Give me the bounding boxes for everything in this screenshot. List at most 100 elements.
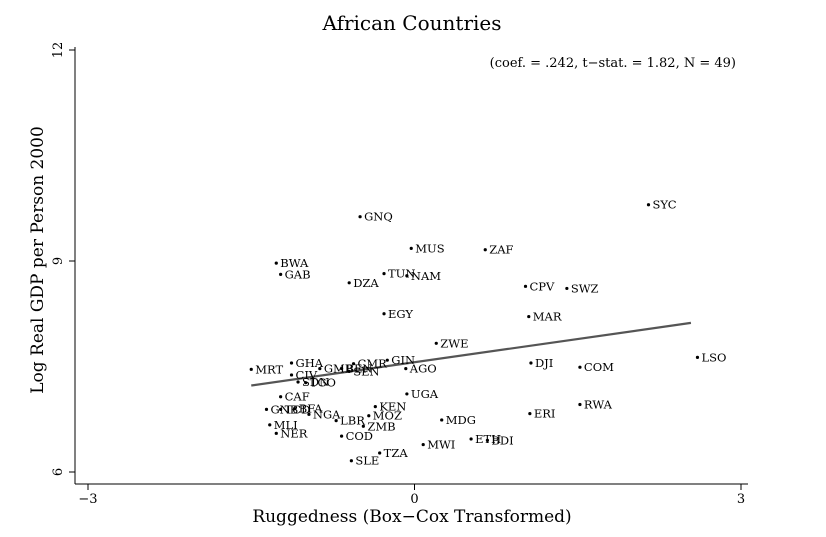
data-point-label: MLI [274, 418, 298, 432]
data-point-label: TCD [285, 402, 311, 416]
x-tick-label: 0 [410, 492, 418, 507]
data-point-label: CAF [285, 390, 310, 404]
data-point-label: GHA [296, 356, 324, 370]
data-point-label: MRT [255, 362, 283, 376]
data-point [469, 437, 473, 441]
data-point [382, 272, 386, 276]
data-point [296, 380, 300, 384]
data-point-label: SLE [355, 454, 379, 468]
data-point [307, 412, 311, 416]
data-point-label: SYC [652, 198, 676, 212]
data-point-label: TZA [384, 446, 409, 460]
x-tick-label: 3 [737, 492, 745, 507]
data-point-label: SEN [353, 364, 379, 378]
x-ticks: −3 0 3 [78, 484, 745, 507]
data-point [373, 404, 377, 409]
data-point [249, 367, 253, 371]
data-point-label: ZMB [367, 419, 395, 433]
data-point-label: BFA [299, 402, 323, 416]
data-point-label: UGA [411, 387, 439, 401]
data-point [485, 438, 490, 442]
y-ticks: 6 9 12 [51, 42, 75, 476]
data-point-label: MWI [427, 438, 455, 452]
data-point [434, 341, 438, 345]
data-point [274, 261, 278, 265]
data-point-label: DJI [535, 356, 553, 370]
data-point [565, 286, 569, 291]
data-point-label: CMR [358, 357, 388, 371]
data-point [405, 274, 409, 278]
data-point [293, 407, 297, 411]
data-point [382, 312, 386, 316]
data-point-label: EGY [388, 307, 413, 321]
data-point [347, 369, 351, 374]
data-point-label: MUS [415, 241, 444, 255]
chart-title: African Countries [321, 11, 501, 35]
data-point [318, 367, 322, 371]
data-point-label: NER [280, 426, 307, 440]
data-point-label: ERI [534, 407, 556, 421]
data-point-label: NGA [313, 407, 341, 421]
data-point-label: COD [346, 429, 373, 443]
data-point [279, 407, 283, 412]
data-point [358, 215, 362, 219]
data-point [361, 424, 365, 428]
x-tick-label: −3 [78, 492, 97, 507]
data-point-label: MOZ [373, 409, 402, 423]
data-point-label: LSO [701, 350, 726, 364]
data-point [334, 419, 338, 423]
data-point-label: MDG [446, 413, 476, 427]
y-tick-label: 12 [51, 42, 66, 59]
data-point [527, 314, 531, 319]
data-point [347, 281, 351, 285]
data-point-label: ZAF [489, 243, 513, 257]
data-point-label: TUN [388, 267, 415, 281]
data-point [440, 418, 444, 422]
data-point-label: SWZ [571, 281, 599, 295]
data-point [279, 272, 283, 276]
data-point [421, 442, 425, 447]
data-point [528, 412, 532, 416]
y-tick-label: 6 [51, 468, 66, 476]
data-point [523, 284, 528, 288]
data-point [274, 431, 278, 435]
data-point-label: NAM [411, 269, 441, 283]
data-point-label: COM [584, 360, 614, 374]
data-point [578, 402, 582, 407]
data-point [404, 367, 408, 371]
data-point-label: RWA [584, 397, 613, 411]
data-point-label: GAB [285, 267, 311, 281]
data-point-label: LBR [340, 414, 365, 428]
data-point [378, 451, 382, 455]
data-point-label: BWA [280, 256, 309, 270]
data-point-label: BDI [491, 433, 513, 447]
data-point [268, 423, 272, 427]
data-point [289, 361, 294, 365]
data-point [367, 414, 371, 418]
data-point [409, 246, 413, 250]
data-point-label: TGO [310, 376, 336, 390]
data-point-label: CPV [530, 279, 556, 293]
data-point [351, 362, 356, 366]
x-axis-label: Ruggedness (Box−Cox Transformed) [252, 507, 571, 527]
data-point [279, 395, 283, 399]
data-point [405, 392, 409, 396]
data-point-label: GIN [391, 353, 415, 367]
data-point-label: GNQ [364, 210, 393, 224]
data-point [385, 358, 389, 362]
data-point-label: DZA [353, 276, 379, 290]
data-point-label: ZWE [440, 336, 468, 350]
data-point [529, 361, 533, 365]
data-point [578, 365, 582, 369]
data-point-label: SDN [302, 375, 329, 389]
data-point-label: GMB [324, 362, 353, 376]
stats-annotation: (coef. = .242, t−stat. = 1.82, N = 49) [490, 56, 736, 71]
data-point [339, 434, 344, 438]
data-point [483, 248, 487, 252]
fit-line [251, 321, 692, 387]
data-point [264, 407, 269, 412]
data-point [349, 459, 353, 463]
data-point-label: CIV [296, 368, 318, 382]
